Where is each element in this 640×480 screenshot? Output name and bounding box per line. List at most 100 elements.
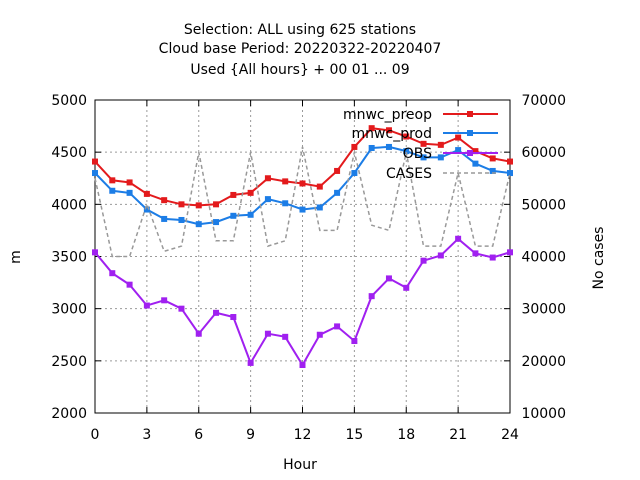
data-point-mnwc-prod xyxy=(368,144,375,151)
data-point-mnwc-prod xyxy=(230,212,237,219)
x-tick-label: 21 xyxy=(449,427,467,443)
data-point-mnwc-prod xyxy=(195,221,202,228)
legend-label-cases: CASES xyxy=(386,166,432,182)
data-point-mnwc-preop xyxy=(437,141,444,148)
data-point-mnwc-preop xyxy=(368,125,375,132)
data-point-obs xyxy=(437,252,444,259)
data-point-obs xyxy=(126,281,133,288)
data-point-obs xyxy=(282,333,289,340)
data-point-mnwc-prod xyxy=(143,206,150,213)
data-point-mnwc-preop xyxy=(351,143,358,150)
data-point-mnwc-prod xyxy=(264,196,271,203)
data-point-mnwc-prod xyxy=(437,154,444,161)
data-point-obs xyxy=(472,250,479,257)
data-point-obs xyxy=(299,362,306,369)
x-tick-label: 24 xyxy=(501,427,519,443)
legend-marker-mnwc-prod xyxy=(467,130,473,136)
series-line-cases xyxy=(94,146,511,258)
y2-tick-label: 20000 xyxy=(521,354,566,370)
data-point-mnwc-preop xyxy=(334,167,341,174)
series-layer xyxy=(92,125,513,369)
legend-marker-obs xyxy=(467,150,473,156)
data-point-mnwc-preop xyxy=(316,183,323,190)
data-point-mnwc-preop xyxy=(489,155,496,162)
data-point-obs xyxy=(230,314,237,321)
data-point-mnwc-preop xyxy=(143,190,150,197)
data-point-mnwc-preop xyxy=(247,189,254,196)
y2-tick-label: 60000 xyxy=(521,145,566,161)
data-point-obs xyxy=(351,338,358,345)
legend: mnwc_preop mnwc_prod OBS CASES xyxy=(343,107,498,182)
data-point-mnwc-prod xyxy=(161,215,168,222)
x-tick-label: 15 xyxy=(345,427,363,443)
x-tick-label: 0 xyxy=(91,427,100,443)
data-point-mnwc-preop xyxy=(282,178,289,185)
data-point-obs xyxy=(403,284,410,291)
data-point-mnwc-prod xyxy=(282,200,289,207)
data-point-obs xyxy=(455,235,462,242)
y-tick-label: 2500 xyxy=(51,354,87,370)
data-point-mnwc-preop xyxy=(385,127,392,134)
legend-marker-mnwc-preop xyxy=(467,111,473,117)
legend-label-mnwc-prod: mnwc_prod xyxy=(352,126,432,142)
data-point-mnwc-prod xyxy=(109,187,116,194)
data-point-obs xyxy=(316,331,323,338)
data-point-mnwc-preop xyxy=(126,179,133,186)
data-point-obs xyxy=(334,323,341,330)
x-axis-label: Hour xyxy=(283,457,317,473)
data-point-mnwc-prod xyxy=(489,167,496,174)
data-point-mnwc-prod xyxy=(178,216,185,223)
y2-axis-ticks: 10000 20000 30000 40000 50000 60000 70000 xyxy=(504,93,566,422)
data-point-obs xyxy=(247,359,254,366)
y-tick-label: 3000 xyxy=(51,302,87,318)
plot-frame xyxy=(94,99,511,414)
data-point-mnwc-preop xyxy=(264,175,271,182)
data-point-mnwc-preop xyxy=(230,191,237,198)
data-point-mnwc-preop xyxy=(161,197,168,204)
data-point-mnwc-prod xyxy=(126,189,133,196)
data-point-mnwc-preop xyxy=(455,134,462,141)
data-point-mnwc-prod xyxy=(299,206,306,213)
data-point-obs xyxy=(195,330,202,337)
data-point-obs xyxy=(368,293,375,300)
data-point-obs xyxy=(109,270,116,277)
x-tick-label: 9 xyxy=(246,427,255,443)
data-point-mnwc-prod xyxy=(351,170,358,177)
title-line-1: Selection: ALL using 625 stations xyxy=(184,22,416,38)
data-point-mnwc-prod xyxy=(507,170,513,177)
y2-tick-label: 70000 xyxy=(521,93,566,109)
y-tick-label: 4500 xyxy=(51,145,87,161)
x-tick-label: 12 xyxy=(294,427,312,443)
data-point-obs xyxy=(213,309,220,316)
data-point-mnwc-prod xyxy=(385,143,392,150)
x-axis-ticks: 0 3 6 9 12 15 18 21 24 xyxy=(91,100,519,443)
y2-tick-label: 40000 xyxy=(521,250,566,266)
data-point-mnwc-preop xyxy=(403,133,410,140)
data-point-obs xyxy=(92,249,98,256)
data-point-mnwc-preop xyxy=(420,140,427,147)
y2-tick-label: 30000 xyxy=(521,302,566,318)
data-point-mnwc-prod xyxy=(213,219,220,226)
y-axis-label: m xyxy=(8,250,24,264)
y-tick-label: 3500 xyxy=(51,250,87,266)
y2-tick-label: 50000 xyxy=(521,197,566,213)
data-point-obs xyxy=(385,275,392,282)
y2-axis-label: No cases xyxy=(591,227,607,290)
data-point-mnwc-preop xyxy=(178,201,185,208)
data-point-mnwc-preop xyxy=(92,158,98,165)
data-point-obs xyxy=(420,257,427,264)
data-point-mnwc-prod xyxy=(316,204,323,211)
legend-label-obs: OBS xyxy=(403,146,432,162)
y-tick-label: 4000 xyxy=(51,197,87,213)
x-tick-label: 6 xyxy=(194,427,203,443)
y-axis-ticks: 2000 2500 3000 3500 4000 4500 5000 xyxy=(51,93,101,422)
data-point-mnwc-preop xyxy=(109,177,116,184)
y-tick-label: 2000 xyxy=(51,406,87,422)
y-tick-label: 5000 xyxy=(51,93,87,109)
data-point-obs xyxy=(507,249,513,256)
chart-title: Selection: ALL using 625 stations Cloud … xyxy=(159,22,442,78)
data-point-mnwc-prod xyxy=(247,211,254,218)
title-line-2: Cloud base Period: 20220322-20220407 xyxy=(159,41,442,57)
data-point-mnwc-preop xyxy=(299,180,306,187)
